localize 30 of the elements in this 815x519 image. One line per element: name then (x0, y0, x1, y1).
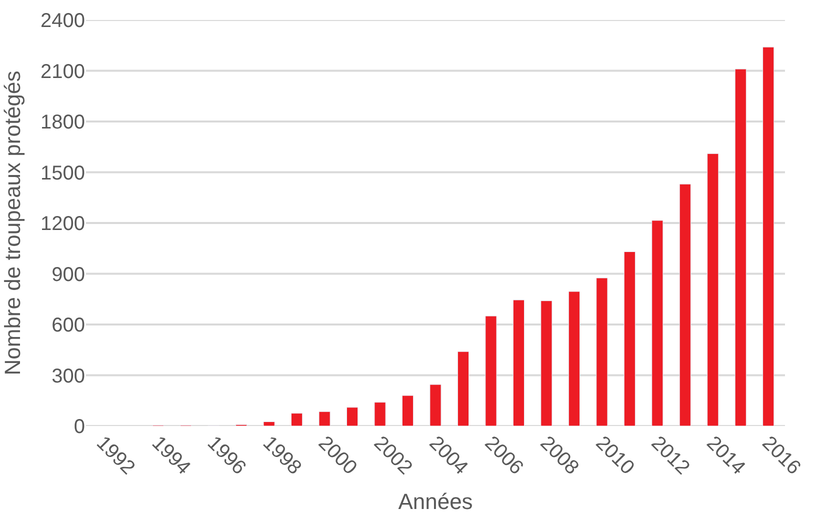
y-tick-label: 1200 (40, 213, 85, 235)
y-tick-label: 600 (52, 314, 85, 336)
bar (624, 252, 636, 426)
bar (318, 411, 330, 426)
bar (485, 316, 497, 426)
bar (762, 46, 774, 426)
bar (263, 422, 275, 426)
bar (291, 413, 303, 426)
y-axis-title: Nombre de troupeaux protégés (0, 70, 25, 376)
bar (512, 300, 525, 426)
bar (540, 300, 552, 426)
y-tick-label: 900 (52, 264, 85, 286)
bar (402, 395, 414, 426)
bar (457, 351, 470, 426)
bar (652, 220, 664, 426)
bar (734, 68, 746, 426)
bar (346, 407, 358, 426)
bar (374, 402, 386, 426)
y-tick-label: 2400 (40, 10, 85, 32)
bar (596, 278, 608, 426)
y-tick-label: 2100 (40, 60, 85, 83)
bar (568, 291, 580, 426)
y-tick-label: 1800 (40, 112, 85, 134)
y-tick-label: 1500 (40, 162, 85, 184)
y-tick-label: 300 (52, 365, 85, 388)
bar (707, 153, 719, 426)
bar (679, 184, 691, 426)
x-axis-title: Années (398, 488, 473, 514)
y-tick-label: 0 (74, 416, 85, 438)
bar (430, 384, 442, 426)
